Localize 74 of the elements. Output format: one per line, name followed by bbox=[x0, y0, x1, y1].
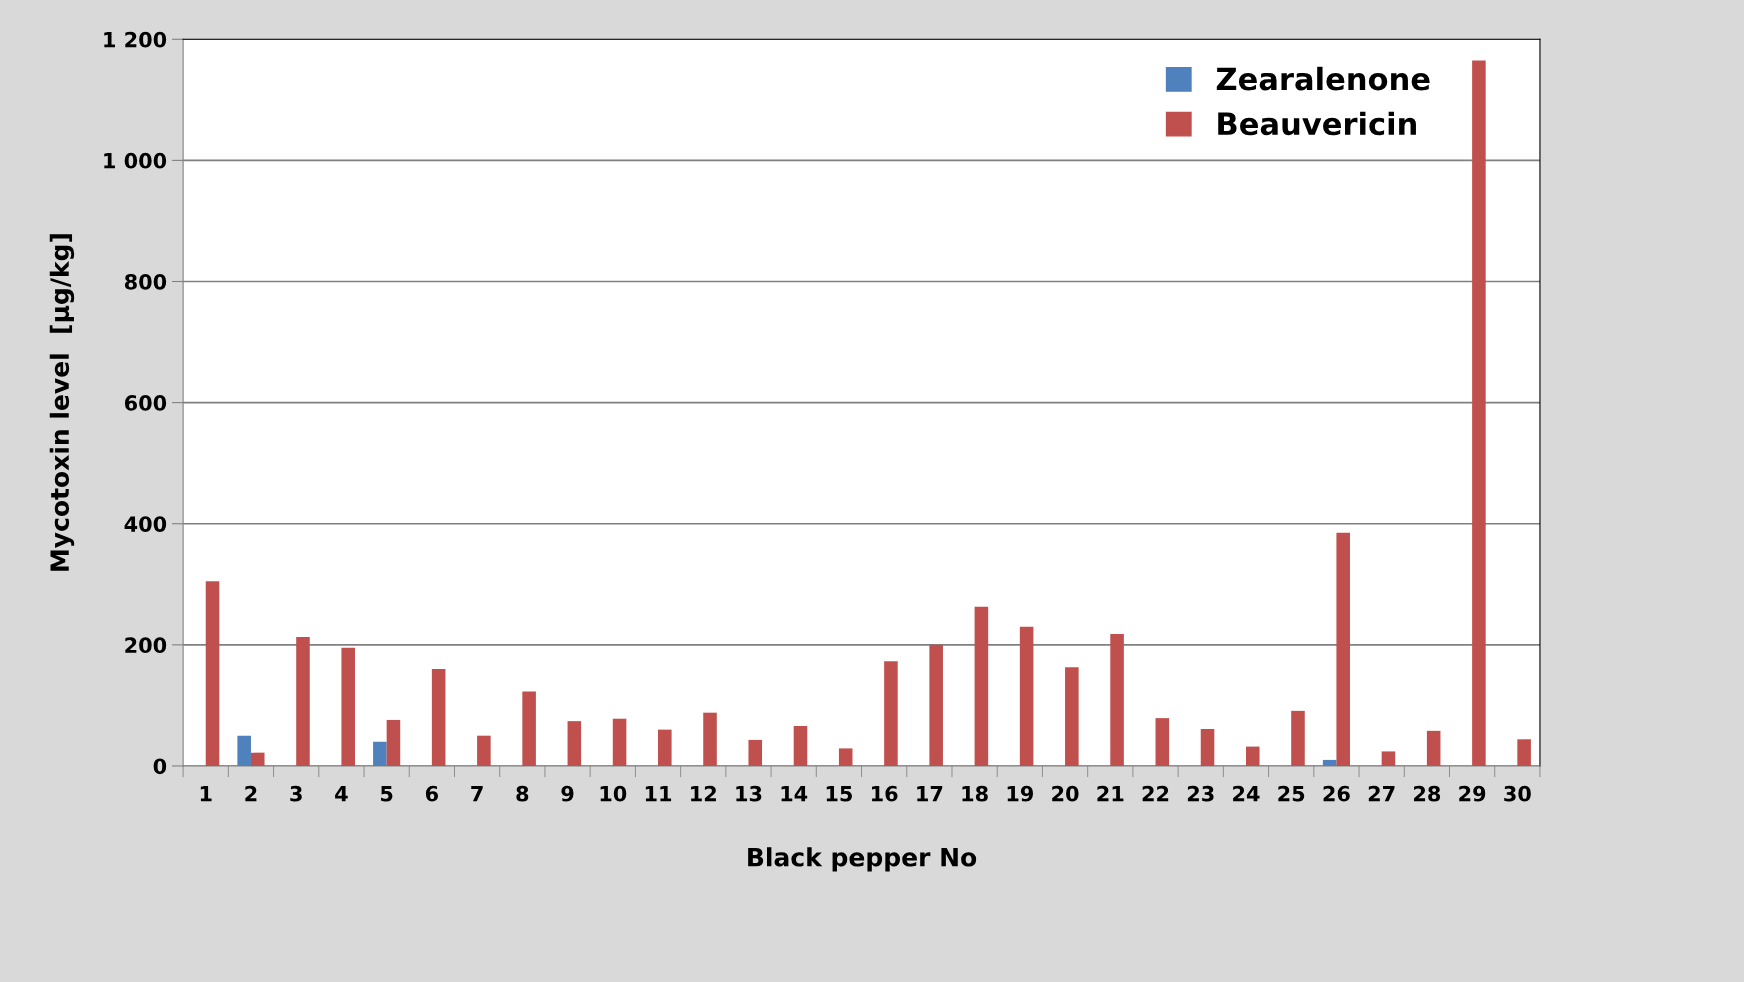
y-tick-label: 200 bbox=[125, 637, 167, 654]
bar bbox=[250, 752, 265, 766]
x-tick-label: 5 bbox=[381, 786, 393, 802]
bar bbox=[658, 729, 672, 766]
y-tick-label: 800 bbox=[124, 273, 167, 290]
y-tick-label: 1 000 bbox=[104, 152, 167, 169]
x-tick-label: 30 bbox=[1504, 785, 1531, 802]
y-tick-label: 400 bbox=[124, 516, 167, 532]
x-tick-label: 17 bbox=[917, 786, 943, 802]
bar bbox=[974, 606, 989, 766]
bar bbox=[1426, 730, 1441, 766]
bar bbox=[431, 669, 446, 766]
x-tick-label: 16 bbox=[872, 785, 898, 802]
x-tick-label: 19 bbox=[1007, 785, 1033, 802]
x-tick-label: 6 bbox=[425, 785, 438, 802]
y-tick-label: 1 200 bbox=[104, 31, 167, 48]
x-tick-label: 15 bbox=[826, 786, 852, 802]
bar bbox=[1065, 667, 1079, 766]
x-tick-label: 10 bbox=[600, 785, 627, 802]
bar bbox=[884, 661, 898, 766]
x-tick-label: 3 bbox=[290, 785, 302, 802]
x-tick-label: 29 bbox=[1459, 785, 1486, 802]
x-tick-label: 25 bbox=[1278, 785, 1305, 802]
bar bbox=[703, 712, 717, 766]
bar bbox=[612, 718, 627, 766]
x-tick-label: 28 bbox=[1414, 785, 1441, 802]
x-tick-label: 11 bbox=[645, 786, 672, 802]
x-axis-title: Black pepper No bbox=[748, 847, 977, 872]
bar bbox=[386, 719, 401, 766]
bar bbox=[1322, 759, 1337, 766]
bar bbox=[748, 739, 763, 766]
bar bbox=[1517, 739, 1531, 766]
bar bbox=[341, 647, 355, 766]
x-tick-label: 1 bbox=[200, 786, 212, 802]
bar bbox=[1336, 532, 1350, 766]
x-tick-label: 23 bbox=[1187, 785, 1214, 802]
bar bbox=[373, 741, 387, 766]
y-axis-title: Mycotoxin level [µg/kg] bbox=[49, 234, 75, 571]
bar bbox=[1245, 746, 1260, 766]
y-tick-label: 0 bbox=[153, 758, 167, 775]
x-tick-label: 22 bbox=[1142, 785, 1169, 802]
x-tick-label: 24 bbox=[1233, 785, 1260, 802]
x-tick-label: 20 bbox=[1052, 785, 1079, 802]
bar bbox=[1110, 633, 1124, 766]
bar bbox=[296, 636, 310, 766]
bar bbox=[1019, 626, 1034, 766]
x-tick-label: 2 bbox=[245, 785, 257, 802]
x-tick-label: 27 bbox=[1368, 785, 1395, 802]
bar bbox=[1155, 718, 1170, 766]
bar bbox=[1472, 60, 1486, 766]
x-tick-label: 14 bbox=[781, 786, 808, 802]
bar bbox=[929, 644, 943, 766]
bar bbox=[477, 735, 491, 766]
legend-label: Zearalenone bbox=[1216, 66, 1430, 91]
bar bbox=[1291, 710, 1305, 766]
x-tick-label: 21 bbox=[1097, 785, 1124, 802]
x-tick-label: 9 bbox=[561, 785, 574, 802]
bar bbox=[1200, 729, 1215, 766]
x-tick-label: 8 bbox=[516, 785, 529, 802]
x-tick-label: 12 bbox=[691, 785, 716, 802]
bar bbox=[1381, 751, 1396, 766]
bar bbox=[567, 721, 582, 766]
bar bbox=[237, 735, 251, 766]
x-tick-label: 18 bbox=[962, 785, 988, 802]
x-tick-label: 26 bbox=[1323, 785, 1350, 802]
x-tick-label: 4 bbox=[335, 786, 348, 802]
bar bbox=[205, 581, 220, 766]
bar bbox=[838, 748, 853, 766]
x-tick-label: 13 bbox=[736, 785, 762, 802]
x-tick-label: 7 bbox=[471, 786, 483, 802]
y-tick-label: 600 bbox=[124, 395, 167, 411]
legend-label: Beauvericin bbox=[1218, 111, 1416, 136]
bar bbox=[522, 691, 536, 766]
bar bbox=[793, 725, 808, 766]
